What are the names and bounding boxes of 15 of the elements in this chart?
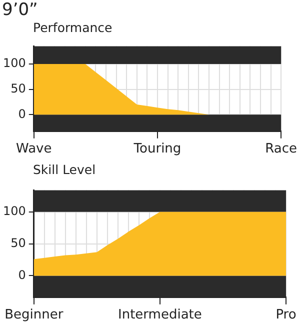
- y-tick-label: 100: [3, 56, 26, 70]
- x-tick-label: Race: [265, 142, 297, 157]
- chart-title: 9’0”: [1, 0, 39, 20]
- x-tick-label: Pro: [276, 308, 296, 323]
- chart-subtitle: Performance: [32, 20, 114, 36]
- y-tick-label: 0: [18, 106, 26, 121]
- x-tick-label: Beginner: [4, 308, 64, 323]
- y-tick-label: 50: [10, 81, 26, 96]
- x-tick-label: Touring: [132, 142, 182, 157]
- y-tick-label: 100: [3, 204, 26, 218]
- x-tick-label: Wave: [16, 142, 52, 157]
- x-tick-label: Intermediate: [118, 308, 202, 323]
- y-tick-label: 50: [10, 236, 26, 250]
- chart-title: Skill Level: [32, 161, 97, 179]
- y-tick-label: 0: [18, 268, 26, 282]
